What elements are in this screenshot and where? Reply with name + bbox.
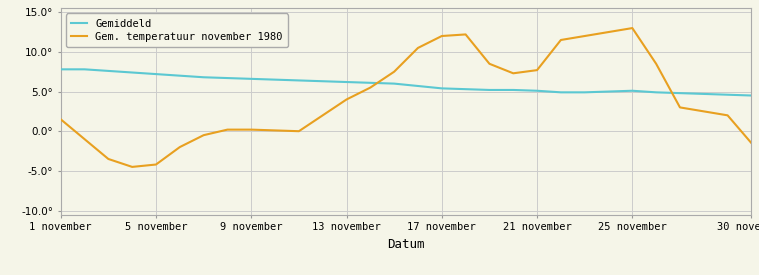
X-axis label: Datum: Datum [387,238,425,251]
Gem. temperatuur november 1980 [152,163,161,166]
Gem. temperatuur november 1980 [175,145,184,149]
Gem. temperatuur november 1980 [414,46,423,50]
Gemiddeld [247,77,256,81]
Gem. temperatuur november 1980 [628,26,637,30]
Gemiddeld [414,84,423,88]
Gem. temperatuur november 1980 [651,62,660,65]
Gem. temperatuur november 1980 [389,70,398,73]
Gem. temperatuur november 1980 [223,128,232,131]
Gem. temperatuur november 1980 [485,62,494,65]
Gemiddeld [580,91,589,94]
Gem. temperatuur november 1980 [604,31,613,34]
Gemiddeld [342,80,351,84]
Gem. temperatuur november 1980 [556,38,565,42]
Gemiddeld [56,68,65,71]
Gemiddeld [104,69,113,73]
Gem. temperatuur november 1980 [56,118,65,121]
Gem. temperatuur november 1980 [437,34,446,38]
Gemiddeld [628,89,637,92]
Gemiddeld [223,76,232,80]
Gemiddeld [509,88,518,92]
Gem. temperatuur november 1980 [533,68,542,72]
Gemiddeld [604,90,613,93]
Gemiddeld [699,92,708,96]
Gem. temperatuur november 1980 [699,110,708,113]
Gem. temperatuur november 1980 [247,128,256,131]
Gem. temperatuur november 1980 [747,141,756,145]
Gemiddeld [270,78,279,81]
Gemiddeld [366,81,375,84]
Gem. temperatuur november 1980 [723,114,732,117]
Gemiddeld [152,72,161,76]
Gem. temperatuur november 1980 [342,98,351,101]
Gem. temperatuur november 1980 [270,129,279,132]
Gemiddeld [199,76,208,79]
Gem. temperatuur november 1980 [294,130,304,133]
Legend: Gemiddeld, Gem. temperatuur november 1980: Gemiddeld, Gem. temperatuur november 198… [66,13,288,47]
Gemiddeld [175,74,184,77]
Gemiddeld [389,82,398,85]
Gemiddeld [461,87,470,91]
Gem. temperatuur november 1980 [104,157,113,161]
Line: Gemiddeld: Gemiddeld [61,69,751,95]
Gemiddeld [128,71,137,74]
Line: Gem. temperatuur november 1980: Gem. temperatuur november 1980 [61,28,751,167]
Gemiddeld [676,92,685,95]
Gem. temperatuur november 1980 [461,33,470,36]
Gemiddeld [80,68,89,71]
Gemiddeld [485,88,494,92]
Gem. temperatuur november 1980 [366,86,375,89]
Gemiddeld [294,79,304,82]
Gem. temperatuur november 1980 [128,165,137,169]
Gemiddeld [533,89,542,92]
Gem. temperatuur november 1980 [580,34,589,38]
Gemiddeld [318,79,327,83]
Gem. temperatuur november 1980 [676,106,685,109]
Gemiddeld [437,87,446,90]
Gem. temperatuur november 1980 [80,138,89,141]
Gemiddeld [556,91,565,94]
Gemiddeld [651,91,660,94]
Gem. temperatuur november 1980 [509,72,518,75]
Gem. temperatuur november 1980 [199,134,208,137]
Gem. temperatuur november 1980 [318,114,327,117]
Gemiddeld [723,93,732,96]
Gemiddeld [747,94,756,97]
